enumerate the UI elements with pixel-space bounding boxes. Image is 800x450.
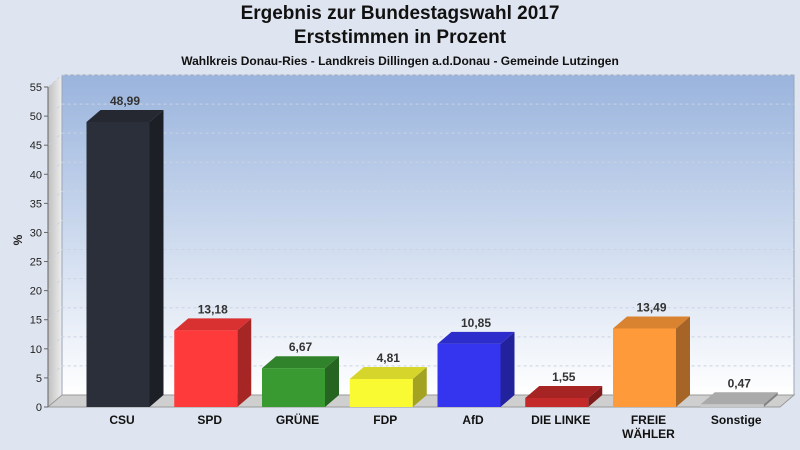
x-tick-label: GRÜNE <box>276 412 319 427</box>
bar-value-label: 0,47 <box>728 376 752 390</box>
x-tick-label: SPD <box>197 413 222 427</box>
x-tick-label: CSU <box>109 413 134 427</box>
y-tick-label: 5 <box>36 373 42 385</box>
bar-top <box>700 392 778 405</box>
gridline <box>47 190 794 204</box>
bar-front <box>437 343 501 407</box>
bar-side <box>676 316 690 407</box>
gridline <box>47 336 794 350</box>
bar-side <box>588 385 603 407</box>
gridlines <box>47 74 794 379</box>
bar-top <box>613 316 690 329</box>
bar: 48,99 <box>86 94 164 407</box>
y-axis: 0 5 10 15 20 25 30 35 40 45 50 55 <box>30 82 49 414</box>
bar-front <box>349 379 413 407</box>
bar-top <box>262 356 339 369</box>
y-tick-label: 10 <box>30 344 42 356</box>
bar-value-label: 13,18 <box>198 302 228 316</box>
gridline <box>47 132 794 146</box>
bar-side <box>500 331 515 407</box>
gridline <box>47 365 794 379</box>
gridline <box>47 307 794 321</box>
bars: 48,99 13,18 6,67 4,81 10,85 1,55 13,49 0,47 <box>86 94 778 407</box>
gridline <box>47 161 794 175</box>
bar-front <box>525 397 589 407</box>
bar-top <box>437 331 515 344</box>
x-tick-label: WÄHLER <box>622 426 675 441</box>
y-tick-label: 40 <box>30 169 42 181</box>
bar-top <box>525 385 603 398</box>
bar-value-label: 6,67 <box>289 340 313 354</box>
bar: 1,55 <box>525 370 603 407</box>
x-tick-label: AfD <box>462 413 484 427</box>
plot-side-wall <box>48 75 62 407</box>
bar: 4,81 <box>349 351 427 407</box>
bar-top <box>174 318 252 331</box>
y-tick-label: 20 <box>30 286 42 298</box>
bar-side <box>325 356 339 407</box>
bar-front <box>613 328 676 407</box>
bar: 13,49 <box>613 301 690 407</box>
gridline <box>47 249 794 262</box>
y-axis-label: % <box>11 234 25 245</box>
bar-value-label: 10,85 <box>461 316 491 330</box>
bar-value-label: 48,99 <box>110 94 140 108</box>
bar-top <box>86 109 164 122</box>
y-tick-label: 15 <box>30 315 42 327</box>
bar-side <box>412 367 427 407</box>
bar: 13,18 <box>174 302 252 407</box>
bar-front <box>700 404 764 407</box>
bar: 10,85 <box>437 316 515 407</box>
bar-value-label: 13,49 <box>636 301 666 315</box>
bar-value-label: 4,81 <box>377 351 401 365</box>
x-tick-label: FREIE <box>631 413 666 427</box>
bar-side <box>763 392 778 407</box>
gridline <box>47 278 794 292</box>
y-tick-label: 50 <box>30 111 42 123</box>
x-tick-label: FDP <box>373 413 397 427</box>
bar: 0,47 <box>700 376 778 407</box>
bar-side <box>237 318 252 407</box>
bar-top <box>349 367 427 380</box>
gridline <box>47 103 794 117</box>
bar-front <box>262 368 325 407</box>
y-tick-label: 45 <box>30 140 42 152</box>
chart-subtitle: Wahlkreis Donau-Ries - Landkreis Dilling… <box>181 54 619 68</box>
gridline <box>47 219 794 233</box>
gridline <box>47 74 794 88</box>
y-tick-label: 30 <box>30 227 42 239</box>
x-tick-label: Sonstige <box>711 413 762 427</box>
y-tick-label: 55 <box>30 82 42 94</box>
y-tick-label: 0 <box>36 402 42 414</box>
bar-value-label: 1,55 <box>552 370 576 384</box>
bar-front <box>86 121 150 407</box>
bar-side <box>149 109 164 407</box>
bar: 6,67 <box>262 340 339 407</box>
y-tick-label: 25 <box>30 257 42 269</box>
y-tick-label: 35 <box>30 198 42 210</box>
x-tick-label: DIE LINKE <box>531 413 590 427</box>
chart-title-line2: Erststimmen in Prozent <box>293 27 507 48</box>
chart-title-line1: Ergebnis zur Bundestagswahl 2017 <box>240 3 560 24</box>
bar-front <box>174 330 238 407</box>
